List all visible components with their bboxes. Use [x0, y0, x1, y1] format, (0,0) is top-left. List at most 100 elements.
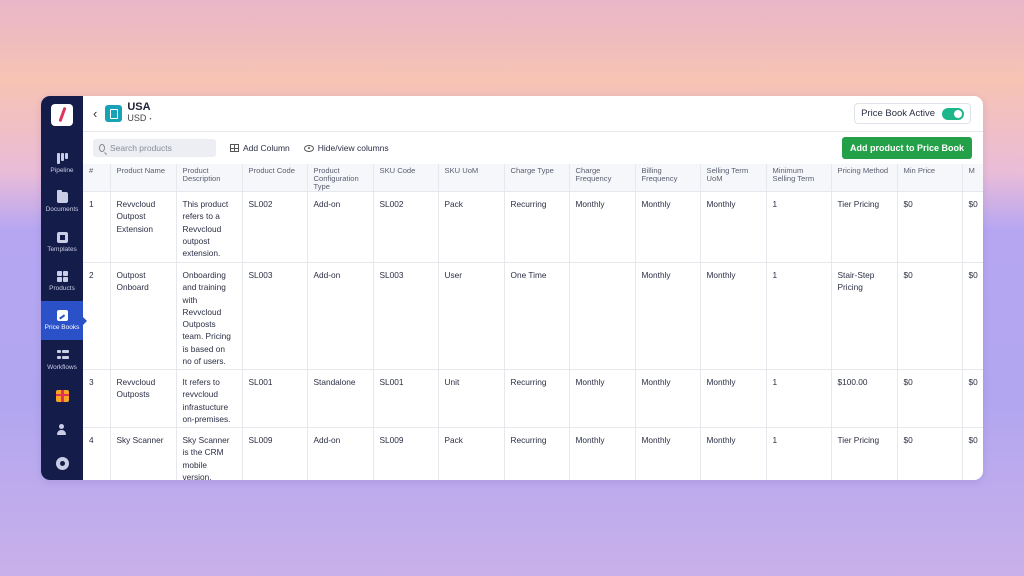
table-cell: 1: [766, 262, 832, 370]
table-cell: 3: [83, 369, 111, 428]
sidebar-item-products[interactable]: Products: [41, 262, 83, 301]
app-window: Pipeline Documents Templates Products Pr…: [41, 96, 983, 480]
products-table-container[interactable]: # Product Name Product Description Produ…: [83, 164, 983, 480]
table-row[interactable]: 3 Revvcloud Outposts It refers to revvcl…: [83, 369, 983, 428]
sidebar-item-label: Price Books: [44, 324, 80, 332]
table-grid-icon: [230, 144, 239, 152]
table-cell: SL001: [242, 369, 308, 428]
table-cell: 2: [83, 262, 111, 370]
price-book-icon: [105, 105, 123, 122]
table-cell: Monthly: [635, 369, 701, 428]
table-row[interactable]: 2 Outpost Onboard Onboarding and trainin…: [83, 262, 983, 370]
templates-icon: [56, 231, 68, 243]
add-column-label: Add Column: [243, 143, 290, 153]
sidebar-item-pipeline[interactable]: Pipeline: [41, 144, 83, 183]
column-header[interactable]: Selling Term UoM: [700, 164, 767, 192]
column-header[interactable]: Billing Frequency: [635, 164, 701, 192]
column-header[interactable]: Charge Frequency: [569, 164, 636, 192]
sidebar-item-label: Templates: [47, 245, 77, 253]
column-header[interactable]: Product Code: [242, 164, 308, 192]
add-column-button[interactable]: Add Column: [230, 143, 290, 153]
column-header[interactable]: Min Price: [897, 164, 963, 192]
toolbar: Add Column Hide/view columns Add product…: [83, 132, 983, 164]
table-cell: Revvcloud Outpost Extension: [110, 191, 177, 263]
price-book-title-block: USA USD •: [127, 101, 151, 126]
column-header[interactable]: M: [962, 164, 983, 192]
table-cell: Monthly: [700, 262, 767, 370]
table-cell: Recurring: [504, 369, 570, 428]
table-cell: Pack: [438, 427, 505, 480]
settings-flower-icon: [55, 456, 69, 470]
table-cell: $0: [897, 191, 963, 263]
currency-label: USD: [127, 112, 147, 123]
app-logo[interactable]: [51, 104, 73, 126]
table-cell: SL002: [373, 191, 439, 263]
sidebar-settings[interactable]: [41, 447, 83, 480]
currency-selector[interactable]: USD •: [127, 113, 151, 126]
table-cell: Onboarding and training with Revvcloud O…: [176, 262, 243, 370]
table-cell: $0: [897, 427, 963, 480]
sidebar-gift[interactable]: [41, 380, 83, 413]
column-header[interactable]: Minimum Selling Term: [766, 164, 832, 192]
table-cell: Stair-Step Pricing: [831, 262, 898, 370]
table-cell: Sky Scanner: [110, 427, 177, 480]
table-cell: Add-on: [307, 191, 374, 263]
table-cell: It refers to revvcloud infrastucture on-…: [176, 369, 243, 428]
table-cell: Monthly: [569, 427, 636, 480]
price-books-icon: [56, 310, 68, 322]
sidebar-item-price-books[interactable]: Price Books: [41, 301, 87, 341]
table-cell: Monthly: [635, 427, 701, 480]
table-cell: SL003: [242, 262, 308, 370]
documents-icon: [56, 190, 68, 204]
column-header[interactable]: Pricing Method: [831, 164, 898, 192]
sidebar-item-templates[interactable]: Templates: [41, 222, 83, 261]
back-chevron-icon[interactable]: ‹: [93, 106, 98, 121]
table-cell: Monthly: [635, 262, 701, 370]
sidebar-item-workflows[interactable]: Workflows: [41, 340, 83, 379]
table-cell: $0: [962, 262, 983, 370]
column-header[interactable]: Product Name: [110, 164, 177, 192]
price-book-active-toggle[interactable]: Price Book Active: [854, 103, 971, 124]
column-header[interactable]: Product Description: [176, 164, 243, 192]
gift-icon: [55, 390, 69, 403]
table-cell: $0: [962, 427, 983, 480]
active-toggle-label: Price Book Active: [861, 108, 935, 119]
table-cell: Tier Pricing: [831, 191, 898, 263]
caret-down-icon: •: [149, 116, 152, 123]
search-box[interactable]: [93, 139, 216, 157]
table-cell: Tier Pricing: [831, 427, 898, 480]
main-content: ‹ USA USD• Price Book Active Add Column: [83, 96, 983, 480]
table-cell: [569, 262, 636, 370]
table-cell: Monthly: [700, 427, 767, 480]
add-product-button[interactable]: Add product to Price Book: [841, 137, 972, 159]
hide-view-columns-button[interactable]: Hide/view columns: [303, 143, 389, 153]
column-header[interactable]: #: [83, 164, 111, 192]
table-cell: Outpost Onboard: [110, 262, 177, 370]
sidebar-user-add[interactable]: [41, 413, 83, 446]
table-cell: 1: [766, 369, 832, 428]
sidebar-item-label: Pipeline: [50, 166, 74, 174]
column-header[interactable]: Charge Type: [504, 164, 570, 192]
table-cell: Monthly: [569, 369, 636, 428]
table-cell: $0: [897, 369, 963, 428]
table-cell: SL002: [242, 191, 308, 263]
pipeline-icon: [56, 152, 68, 164]
table-cell: 1: [766, 427, 832, 480]
toggle-switch[interactable]: [942, 107, 964, 120]
table-cell: 4: [83, 427, 111, 480]
search-input[interactable]: [110, 143, 210, 153]
sidebar-item-documents[interactable]: Documents: [41, 183, 83, 222]
column-header[interactable]: Product Configuration Type: [307, 164, 374, 192]
page-header: ‹ USA USD • Price Book Active: [83, 96, 983, 132]
table-header-row: # Product Name Product Description Produ…: [83, 164, 983, 192]
table-row[interactable]: 4 Sky Scanner Sky Scanner is the CRM mob…: [83, 427, 983, 480]
table-cell: Unit: [438, 369, 505, 428]
column-header[interactable]: SKU UoM: [438, 164, 505, 192]
table-row[interactable]: 1 Revvcloud Outpost Extension This produ…: [83, 191, 983, 263]
products-icon: [56, 270, 68, 282]
table-cell: Recurring: [504, 427, 570, 480]
table-cell: $0: [962, 369, 983, 428]
column-header[interactable]: SKU Code: [373, 164, 439, 192]
table-cell: SL009: [242, 427, 308, 480]
workflows-icon: [56, 349, 69, 361]
